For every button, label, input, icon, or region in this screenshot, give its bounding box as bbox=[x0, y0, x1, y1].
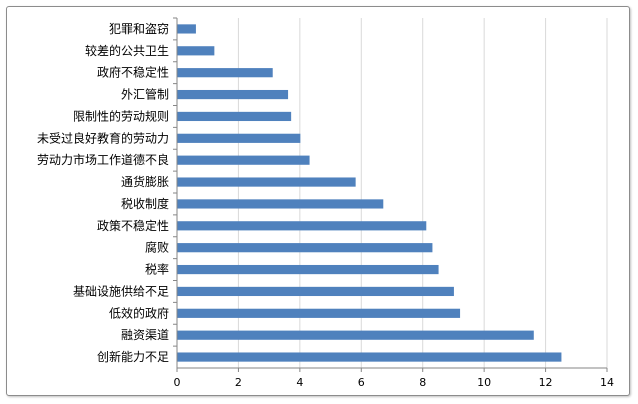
category-label-11: 腐败 bbox=[145, 240, 169, 255]
bar-4 bbox=[178, 90, 289, 99]
bar-7 bbox=[178, 156, 310, 165]
category-label-12: 税率 bbox=[145, 262, 169, 277]
category-label-1: 犯罪和盗窃 bbox=[109, 21, 169, 36]
bar-3 bbox=[178, 68, 273, 77]
x-tick-label-8: 8 bbox=[419, 376, 426, 389]
bar-13 bbox=[178, 287, 454, 296]
category-label-6: 未受过良好教育的劳动力 bbox=[37, 130, 169, 145]
category-label-4: 外汇管制 bbox=[121, 87, 169, 102]
bar-layer bbox=[178, 24, 562, 361]
category-label-5: 限制性的劳动规则 bbox=[73, 108, 169, 123]
bar-5 bbox=[178, 112, 292, 121]
x-tick-label-12: 12 bbox=[539, 376, 553, 389]
bar-11 bbox=[178, 243, 433, 252]
category-label-16: 创新能力不足 bbox=[97, 349, 169, 364]
x-tick-label-10: 10 bbox=[477, 376, 491, 389]
x-tick-label-6: 6 bbox=[358, 376, 365, 389]
bar-10 bbox=[178, 221, 427, 230]
bar-14 bbox=[178, 309, 461, 318]
category-label-13: 基础设施供给不足 bbox=[73, 284, 169, 298]
bar-2 bbox=[178, 46, 215, 55]
x-tick-label-14: 14 bbox=[600, 376, 614, 389]
bar-9 bbox=[178, 199, 384, 208]
category-label-8: 通货膨胀 bbox=[121, 174, 169, 189]
bar-6 bbox=[178, 134, 301, 143]
category-label-15: 融资渠道 bbox=[121, 328, 169, 342]
bar-16 bbox=[178, 352, 562, 361]
category-label-3: 政府不稳定性 bbox=[97, 65, 169, 80]
x-tick-label-2: 2 bbox=[235, 376, 242, 389]
bar-1 bbox=[178, 24, 196, 33]
category-label-10: 政策不稳定性 bbox=[97, 218, 169, 233]
x-tick-label-4: 4 bbox=[296, 376, 303, 389]
category-label-7: 劳动力市场工作道德不良 bbox=[37, 152, 169, 167]
x-tick-label-0: 0 bbox=[174, 376, 181, 389]
category-label-2: 较差的公共卫生 bbox=[85, 43, 169, 58]
bar-8 bbox=[178, 177, 356, 186]
bar-12 bbox=[178, 265, 439, 274]
bar-15 bbox=[178, 331, 534, 340]
category-label-9: 税收制度 bbox=[121, 196, 169, 211]
category-label-14: 低效的政府 bbox=[109, 305, 169, 320]
